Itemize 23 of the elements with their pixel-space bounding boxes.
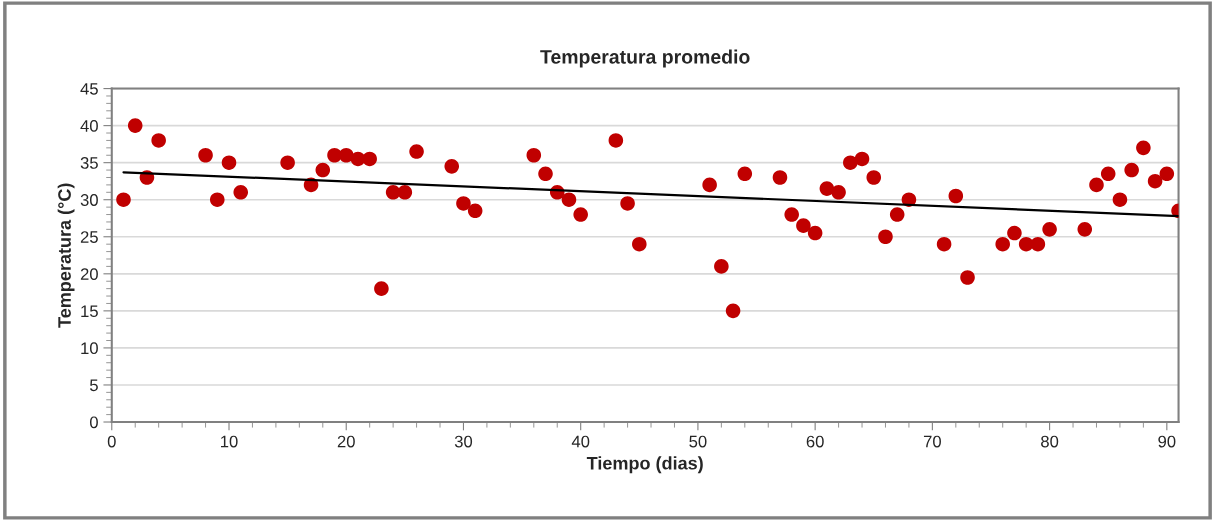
y-tick-label: 25 [80,231,98,243]
y-tick-label: 0 [89,416,98,429]
x-tick-label: 10 [221,435,238,448]
x-tick-label: 20 [337,435,355,448]
y-tick-label: 20 [80,268,98,281]
x-tick-label: 80 [1041,435,1059,448]
x-tick-label: 50 [689,435,707,448]
x-axis-title: Tiempo (dias) [586,456,703,474]
y-tick-label: 10 [81,342,98,355]
x-tick-label: 70 [923,435,941,448]
x-tick-label: 90 [1158,435,1176,448]
x-tick-label: 0 [107,435,116,448]
y-tick-label: 30 [80,194,98,206]
y-tick-label: 40 [80,120,98,132]
y-tick-label: 15 [81,305,98,318]
x-tick-label: 30 [454,435,473,448]
x-tick-label: 60 [806,435,824,448]
y-tick-label: 5 [89,379,98,392]
y-tick-label: 35 [80,157,98,169]
y-tick-label: 45 [80,83,98,95]
x-tick-label: 40 [571,435,590,448]
chart-title: Temperatura promedio [540,49,750,68]
y-axis-title: Temperatura (°C) [57,183,75,328]
